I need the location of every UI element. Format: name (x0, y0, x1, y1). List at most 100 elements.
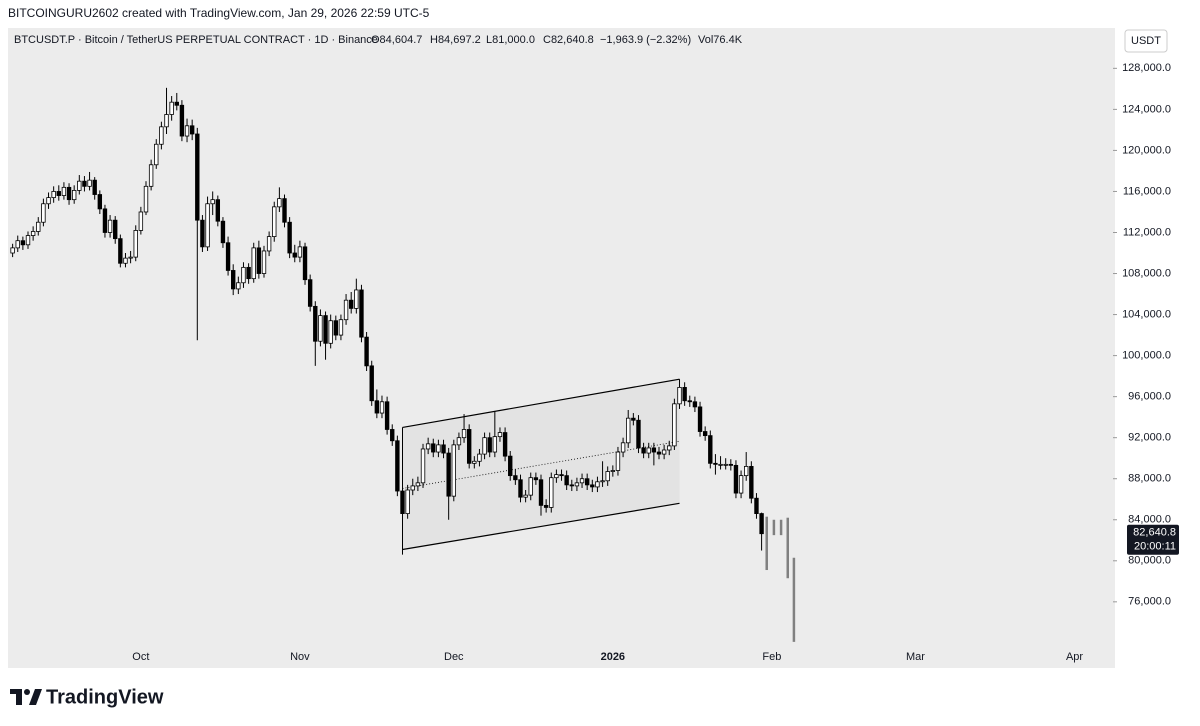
y-tick-label: 116,000.0 (1123, 185, 1171, 197)
candle-body (446, 452, 451, 497)
candle-body (118, 238, 123, 264)
candle-body (189, 125, 195, 135)
candle-body (41, 203, 46, 223)
candle-body (390, 429, 395, 442)
candle-body (77, 180, 82, 191)
candle-body (646, 447, 651, 454)
candle-body (164, 114, 169, 128)
candle-body (184, 125, 190, 137)
candle-body (631, 417, 636, 421)
candle-body (626, 417, 631, 444)
candle-body (282, 198, 287, 223)
y-tick-label: 76,000.0 (1128, 596, 1171, 608)
candle-body (651, 447, 657, 453)
currency-button[interactable] (1124, 29, 1168, 53)
candle-body (472, 460, 477, 464)
candle-body (374, 400, 380, 414)
y-tick-label: 104,000.0 (1122, 308, 1171, 320)
header-title: BITCOINGURU2602 created with TradingView… (8, 6, 430, 20)
candle-body (656, 451, 662, 455)
candle-body (692, 401, 698, 408)
candle-body (708, 435, 713, 464)
candle-body (266, 236, 272, 252)
y-tick-label: 84,000.0 (1128, 514, 1171, 526)
candle-body (364, 336, 369, 367)
candle-body (200, 219, 205, 248)
candle-body (528, 477, 533, 496)
candle-body (605, 471, 610, 482)
candle-body (231, 270, 236, 290)
candle-body (677, 387, 682, 405)
channel-lower (402, 502, 680, 551)
price-label-box (1127, 524, 1179, 555)
candle-body (410, 485, 415, 491)
candle-body (71, 190, 77, 201)
candle-body (102, 208, 108, 233)
candle-body (359, 289, 364, 338)
candle-body (338, 319, 344, 336)
candle-body (251, 247, 256, 280)
candle-body (256, 247, 262, 274)
candle-body (61, 186, 67, 196)
candle-body (30, 231, 36, 236)
candle-body (225, 242, 231, 271)
candle-body (590, 484, 595, 488)
candle-body (113, 219, 118, 240)
candle-body (246, 266, 251, 280)
candle-body (667, 445, 672, 451)
candle-body (466, 429, 472, 464)
candle-body (82, 180, 87, 187)
price-countdown: 20:00:11 (1134, 541, 1176, 553)
candle-body (687, 400, 692, 403)
candle-body (20, 240, 26, 246)
candle-body (641, 447, 646, 454)
candle-body (518, 479, 523, 498)
candle-body (97, 194, 103, 210)
candle-body (328, 320, 333, 344)
candle-body (754, 497, 759, 515)
candle-body (702, 431, 708, 437)
y-tick-label: 92,000.0 (1128, 432, 1171, 444)
candle-body (420, 448, 426, 484)
candle-body (354, 289, 359, 309)
candle-body (169, 101, 174, 115)
candle-body (713, 462, 718, 465)
legend-volume: Vol76.4K (698, 34, 743, 46)
candle-body (487, 437, 492, 453)
y-tick-label: 80,000.0 (1128, 555, 1171, 567)
candle-body (138, 211, 144, 231)
candle-body (195, 133, 200, 221)
candle-body (610, 470, 616, 472)
logo-icon-slash (29, 689, 42, 705)
candle-body (564, 475, 569, 486)
symbol-info: BTCUSDT.P · Bitcoin / TetherUS PERPETUAL… (14, 34, 378, 46)
candle-body (220, 220, 226, 244)
legend-low: L81,000.0 (486, 34, 535, 46)
y-tick-label: 124,000.0 (1122, 103, 1171, 115)
candle-body (318, 315, 323, 342)
candle-body (46, 197, 51, 205)
candle-body (584, 478, 590, 486)
candle-body (533, 477, 539, 481)
candle-body (323, 315, 328, 344)
channel-fill (402, 379, 680, 550)
y-tick-label: 96,000.0 (1128, 391, 1171, 403)
candle-body (154, 143, 159, 166)
x-tick-label: Feb (762, 651, 781, 663)
candle-body (672, 403, 677, 447)
candle-body (697, 406, 703, 432)
candle-body (523, 494, 528, 498)
candle-body (595, 481, 600, 488)
candle-body (349, 299, 354, 309)
candle-body (441, 444, 446, 454)
candle-body (543, 504, 549, 508)
logo-icon-dot (24, 689, 30, 695)
candle-body (123, 257, 128, 264)
candle-body (549, 477, 554, 508)
y-tick-label: 120,000.0 (1122, 144, 1171, 156)
candle-body (241, 266, 246, 284)
candle-body (297, 246, 303, 258)
chart-panel (8, 28, 1115, 668)
x-tick-label: 2026 (601, 651, 625, 663)
